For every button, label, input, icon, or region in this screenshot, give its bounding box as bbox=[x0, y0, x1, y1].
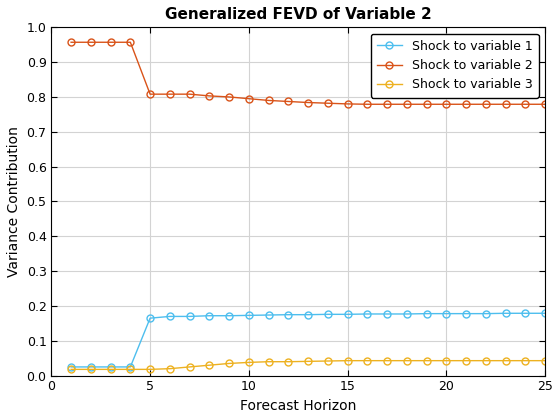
X-axis label: Forecast Horizon: Forecast Horizon bbox=[240, 399, 356, 413]
Shock to variable 3 bbox=[404, 358, 410, 363]
Shock to variable 3 bbox=[305, 359, 311, 364]
Shock to variable 3 bbox=[206, 362, 213, 368]
Line: Shock to variable 2: Shock to variable 2 bbox=[68, 39, 549, 108]
Shock to variable 3 bbox=[463, 358, 469, 363]
Shock to variable 2 bbox=[443, 102, 450, 107]
Shock to variable 1 bbox=[147, 316, 153, 321]
Shock to variable 2 bbox=[206, 93, 213, 98]
Shock to variable 2 bbox=[364, 102, 371, 107]
Shock to variable 2 bbox=[285, 99, 292, 104]
Shock to variable 1 bbox=[206, 313, 213, 318]
Line: Shock to variable 1: Shock to variable 1 bbox=[68, 310, 549, 370]
Y-axis label: Variance Contribution: Variance Contribution bbox=[7, 126, 21, 277]
Shock to variable 2 bbox=[166, 92, 173, 97]
Shock to variable 1 bbox=[404, 312, 410, 317]
Shock to variable 3 bbox=[68, 367, 74, 372]
Shock to variable 1 bbox=[483, 311, 489, 316]
Shock to variable 1 bbox=[324, 312, 331, 317]
Shock to variable 2 bbox=[186, 92, 193, 97]
Shock to variable 1 bbox=[305, 312, 311, 317]
Shock to variable 3 bbox=[285, 359, 292, 364]
Shock to variable 2 bbox=[147, 92, 153, 97]
Shock to variable 1 bbox=[364, 312, 371, 317]
Shock to variable 2 bbox=[87, 40, 94, 45]
Shock to variable 2 bbox=[463, 102, 469, 107]
Shock to variable 2 bbox=[265, 98, 272, 103]
Shock to variable 1 bbox=[285, 312, 292, 317]
Shock to variable 1 bbox=[423, 311, 430, 316]
Shock to variable 3 bbox=[324, 359, 331, 364]
Shock to variable 2 bbox=[522, 102, 529, 107]
Shock to variable 1 bbox=[68, 365, 74, 370]
Shock to variable 2 bbox=[305, 100, 311, 105]
Shock to variable 1 bbox=[463, 311, 469, 316]
Shock to variable 1 bbox=[166, 314, 173, 319]
Shock to variable 1 bbox=[344, 312, 351, 317]
Legend: Shock to variable 1, Shock to variable 2, Shock to variable 3: Shock to variable 1, Shock to variable 2… bbox=[371, 34, 539, 97]
Shock to variable 3 bbox=[108, 367, 114, 372]
Title: Generalized FEVD of Variable 2: Generalized FEVD of Variable 2 bbox=[165, 7, 432, 22]
Shock to variable 1 bbox=[443, 311, 450, 316]
Shock to variable 1 bbox=[186, 314, 193, 319]
Shock to variable 3 bbox=[423, 358, 430, 363]
Shock to variable 3 bbox=[364, 358, 371, 363]
Shock to variable 2 bbox=[502, 102, 509, 107]
Shock to variable 2 bbox=[127, 40, 134, 45]
Shock to variable 3 bbox=[542, 358, 548, 363]
Shock to variable 1 bbox=[87, 365, 94, 370]
Shock to variable 2 bbox=[226, 94, 232, 100]
Shock to variable 3 bbox=[443, 358, 450, 363]
Shock to variable 2 bbox=[344, 101, 351, 106]
Shock to variable 3 bbox=[483, 358, 489, 363]
Line: Shock to variable 3: Shock to variable 3 bbox=[68, 357, 549, 373]
Shock to variable 3 bbox=[265, 359, 272, 364]
Shock to variable 1 bbox=[265, 312, 272, 318]
Shock to variable 2 bbox=[483, 102, 489, 107]
Shock to variable 2 bbox=[542, 102, 548, 107]
Shock to variable 1 bbox=[502, 311, 509, 316]
Shock to variable 1 bbox=[522, 311, 529, 316]
Shock to variable 1 bbox=[127, 365, 134, 370]
Shock to variable 3 bbox=[384, 358, 390, 363]
Shock to variable 3 bbox=[127, 367, 134, 372]
Shock to variable 1 bbox=[226, 313, 232, 318]
Shock to variable 3 bbox=[522, 358, 529, 363]
Shock to variable 1 bbox=[542, 311, 548, 316]
Shock to variable 3 bbox=[226, 361, 232, 366]
Shock to variable 3 bbox=[344, 358, 351, 363]
Shock to variable 2 bbox=[404, 102, 410, 107]
Shock to variable 3 bbox=[502, 358, 509, 363]
Shock to variable 1 bbox=[108, 365, 114, 370]
Shock to variable 1 bbox=[384, 312, 390, 317]
Shock to variable 3 bbox=[245, 360, 252, 365]
Shock to variable 2 bbox=[423, 102, 430, 107]
Shock to variable 2 bbox=[108, 40, 114, 45]
Shock to variable 3 bbox=[166, 366, 173, 371]
Shock to variable 2 bbox=[245, 96, 252, 101]
Shock to variable 3 bbox=[87, 367, 94, 372]
Shock to variable 2 bbox=[68, 40, 74, 45]
Shock to variable 3 bbox=[147, 367, 153, 372]
Shock to variable 1 bbox=[245, 313, 252, 318]
Shock to variable 2 bbox=[324, 101, 331, 106]
Shock to variable 3 bbox=[186, 365, 193, 370]
Shock to variable 2 bbox=[384, 102, 390, 107]
